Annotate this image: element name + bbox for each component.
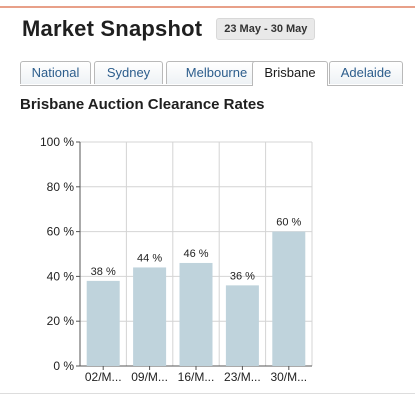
bottom-divider — [0, 393, 415, 394]
tab-brisbane[interactable]: Brisbane — [252, 61, 328, 86]
date-range-badge: 23 May - 30 May — [216, 18, 316, 40]
page-title: Market Snapshot — [22, 16, 203, 41]
city-tabs: National Sydney Melbourne Brisbane Adela… — [20, 61, 403, 86]
tab-adelaide[interactable]: Adelaide — [329, 61, 403, 84]
y-tick-label: 60 % — [47, 225, 75, 239]
x-tick-label: 30/M... — [270, 370, 307, 384]
bar-value-label: 36 % — [230, 270, 255, 282]
y-tick-label: 80 % — [47, 180, 75, 194]
top-divider — [0, 6, 415, 8]
bar-value-label: 60 % — [276, 217, 301, 229]
x-tick-label: 23/M... — [224, 370, 261, 384]
bar — [225, 285, 259, 366]
bar — [86, 280, 120, 366]
bar-value-label: 44 % — [137, 252, 162, 264]
x-tick-label: 02/M... — [85, 370, 122, 384]
bar — [179, 262, 213, 366]
tab-national[interactable]: National — [20, 61, 91, 84]
y-tick-label: 0 % — [53, 359, 74, 373]
bar-value-label: 46 % — [183, 248, 208, 260]
y-tick-label: 20 % — [47, 314, 75, 328]
bar — [133, 267, 167, 366]
tab-melbourne[interactable]: Melbourne — [166, 61, 267, 84]
bar — [272, 231, 306, 366]
tab-sydney[interactable]: Sydney — [94, 61, 163, 84]
x-tick-label: 16/M... — [178, 370, 215, 384]
y-tick-label: 40 % — [47, 269, 75, 283]
bar-value-label: 38 % — [91, 266, 116, 278]
chart-title: Brisbane Auction Clearance Rates — [20, 96, 265, 113]
y-tick-label: 100 % — [40, 135, 74, 149]
x-tick-label: 09/M... — [131, 370, 168, 384]
header: Market Snapshot 23 May - 30 May — [22, 16, 316, 42]
